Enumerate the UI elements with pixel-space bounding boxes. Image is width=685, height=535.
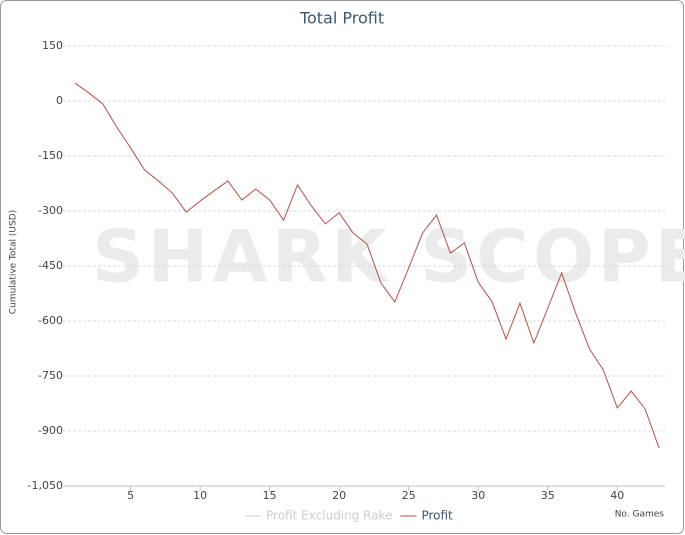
y-tick-label: -900 [38,424,63,437]
x-axis-label: No. Games [615,510,665,520]
x-tick-label: 5 [127,489,134,502]
x-tick-label: 10 [193,489,207,502]
legend-label: Profit Excluding Rake [266,509,392,523]
x-tick-label: 30 [471,489,485,502]
x-tick-label: 15 [263,489,277,502]
y-tick-label: -150 [38,149,63,162]
x-tick-label: 40 [610,489,624,502]
chart-title: Total Profit [299,9,384,28]
y-tick-label: -1,050 [28,479,63,492]
y-tick-label: 0 [56,94,63,107]
y-tick-label: 150 [42,39,63,52]
y-tick-label: -450 [38,259,63,272]
y-axis-label: Cumulative Total (USD) [9,210,19,314]
y-tick-label: -750 [38,369,63,382]
x-tick-label: 20 [332,489,346,502]
legend-label: Profit [421,509,453,523]
watermark: SHARK SCOPE [92,215,685,299]
y-tick-label: -300 [38,204,63,217]
y-tick-label: -600 [38,314,63,327]
x-tick-label: 25 [402,489,416,502]
line-series [74,82,660,449]
x-tick-label: 35 [541,489,555,502]
